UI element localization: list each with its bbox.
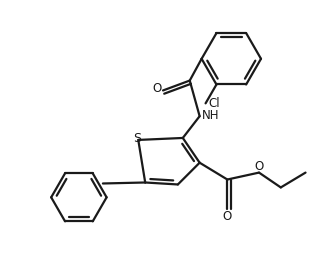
Text: O: O: [254, 160, 264, 173]
Text: S: S: [133, 132, 141, 146]
Text: O: O: [152, 82, 162, 95]
Text: Cl: Cl: [209, 97, 220, 110]
Text: NH: NH: [202, 109, 219, 122]
Text: O: O: [223, 210, 232, 223]
